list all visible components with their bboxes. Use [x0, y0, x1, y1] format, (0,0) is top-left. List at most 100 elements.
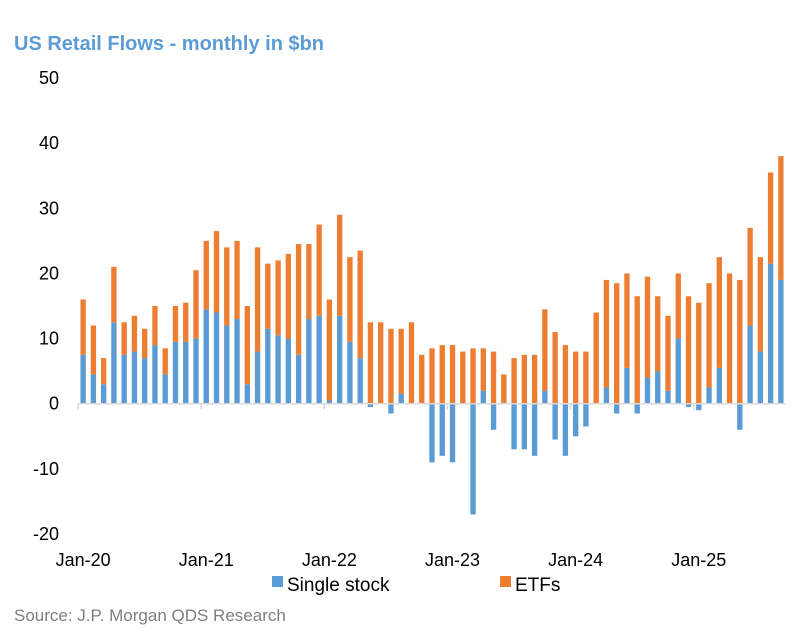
x-tick-label: Jan-23	[425, 550, 480, 570]
bars	[80, 156, 784, 515]
etf-bar	[716, 257, 722, 368]
etf-bar	[737, 279, 743, 404]
x-tick-label: Jan-21	[179, 550, 234, 570]
etf-bar	[521, 354, 528, 404]
single-stock-bar	[480, 390, 486, 404]
etf-bar	[614, 283, 620, 404]
etf-bar	[644, 276, 651, 378]
etf-bar	[552, 332, 558, 404]
single-stock-bar	[152, 345, 158, 404]
etf-bar	[460, 351, 466, 404]
single-stock-bar	[614, 403, 620, 414]
etf-bar	[706, 283, 712, 388]
legend-swatch	[272, 576, 283, 587]
y-tick-label: 50	[39, 68, 59, 88]
etf-bar	[326, 299, 333, 401]
etf-bar	[357, 250, 363, 359]
etf-bar	[316, 224, 322, 316]
single-stock-bar	[285, 338, 292, 404]
single-stock-bar	[254, 351, 261, 404]
x-tick-label: Jan-25	[671, 550, 726, 570]
single-stock-bar	[162, 374, 168, 404]
etf-bar	[80, 299, 86, 355]
etf-bar	[203, 240, 209, 310]
single-stock-bar	[265, 328, 271, 404]
etf-bar	[162, 348, 168, 375]
single-stock-bar	[531, 403, 538, 456]
etf-bar	[634, 296, 640, 404]
etf-bar	[90, 325, 97, 375]
etf-bar	[419, 354, 425, 404]
single-stock-bar	[388, 403, 394, 414]
single-stock-bar	[644, 377, 651, 404]
single-stock-bar	[572, 403, 579, 437]
single-stock-bar	[757, 351, 764, 404]
single-stock-bar	[367, 403, 374, 407]
single-stock-bar	[142, 358, 148, 404]
etf-bar	[142, 328, 148, 359]
etf-bar	[603, 279, 610, 388]
etf-bar	[275, 260, 281, 336]
single-stock-bar	[778, 279, 784, 404]
etf-bar	[470, 348, 476, 404]
etf-bar	[747, 227, 753, 326]
x-tick-label: Jan-24	[548, 550, 603, 570]
single-stock-bar	[224, 325, 230, 404]
etf-bar	[655, 296, 661, 372]
y-tick-label: -20	[33, 524, 59, 544]
etf-bar	[778, 156, 784, 280]
single-stock-bar	[542, 390, 548, 404]
chart-title: US Retail Flows - monthly in $bn	[14, 33, 325, 55]
legend-label: Single stock	[287, 575, 390, 596]
etf-bar	[378, 322, 384, 404]
single-stock-bar	[716, 367, 722, 404]
etf-bar	[244, 306, 250, 385]
single-stock-bar	[90, 374, 97, 404]
x-axis-tick-marks	[77, 403, 695, 410]
etf-bar	[696, 302, 702, 404]
etf-bar	[306, 244, 312, 320]
single-stock-bar	[470, 403, 476, 515]
etf-bar	[254, 247, 261, 352]
etf-bar	[562, 345, 569, 404]
x-tick-label: Jan-22	[302, 550, 357, 570]
legend-label: ETFs	[515, 575, 560, 596]
single-stock-bar	[747, 325, 753, 404]
etf-bar	[675, 273, 681, 339]
y-tick-label: -10	[33, 459, 59, 479]
single-stock-bar	[737, 403, 743, 430]
x-tick-label: Jan-20	[56, 550, 111, 570]
single-stock-bar	[111, 322, 117, 404]
etf-bar	[347, 257, 353, 342]
legend-swatch	[500, 576, 511, 587]
single-stock-bar	[398, 393, 404, 404]
single-stock-bar	[326, 400, 333, 404]
single-stock-bar	[275, 335, 281, 404]
etf-bar	[193, 270, 199, 339]
single-stock-bar	[583, 403, 589, 427]
etf-bar	[213, 231, 220, 313]
etf-bar	[388, 328, 394, 404]
etf-bar	[685, 296, 692, 404]
single-stock-bar	[449, 403, 456, 463]
single-stock-bar	[193, 338, 199, 404]
single-stock-bar	[562, 403, 569, 456]
single-stock-bar	[306, 319, 312, 404]
etf-bar	[152, 306, 158, 346]
y-tick-label: 40	[39, 133, 59, 153]
etf-bar	[285, 253, 292, 339]
legend: Single stock ETFs	[272, 575, 560, 596]
single-stock-bar	[213, 312, 220, 404]
single-stock-bar	[706, 387, 712, 404]
etf-bar	[183, 302, 189, 342]
single-stock-bar	[603, 387, 610, 404]
single-stock-bar	[490, 403, 497, 430]
etf-bar	[429, 348, 435, 404]
single-stock-bar	[665, 390, 671, 404]
etf-bar	[593, 312, 599, 404]
etf-bar	[408, 322, 415, 404]
x-axis-labels: Jan-20 Jan-21 Jan-22 Jan-23 Jan-24 Jan-25	[56, 550, 727, 570]
single-stock-bar	[203, 309, 209, 404]
single-stock-bar	[521, 403, 528, 450]
